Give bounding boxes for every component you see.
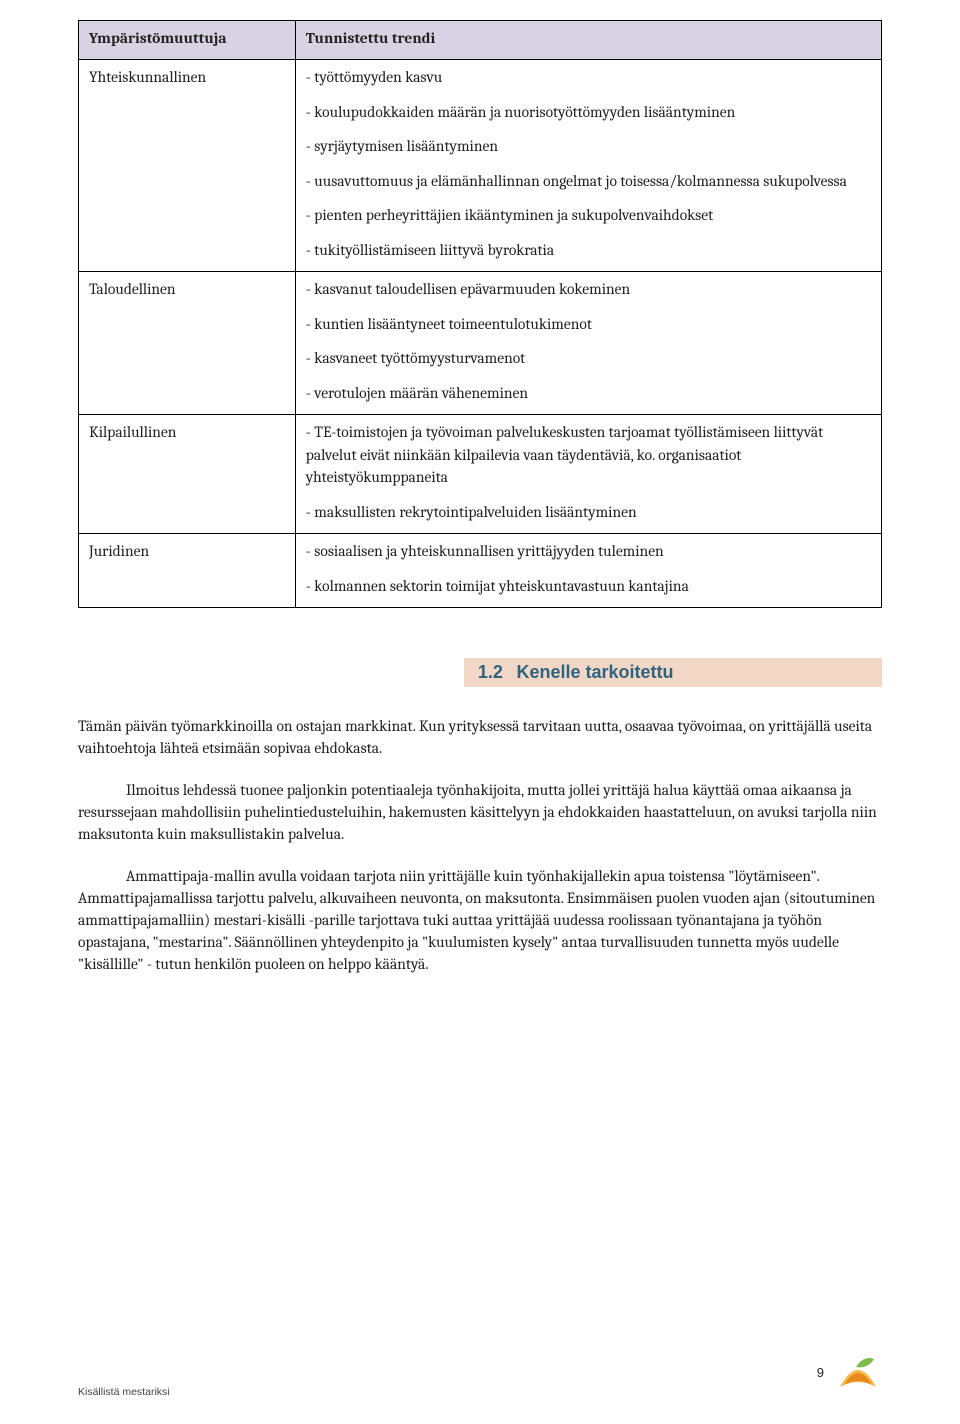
- table-row: Juridinen - sosiaalisen ja yhteiskunnall…: [79, 534, 882, 608]
- trend-item: - pienten perheyrittäjien ikääntyminen j…: [306, 204, 871, 226]
- col-header-2: Tunnistettu trendi: [295, 21, 881, 60]
- footer-left-text: Kisällistä mestariksi: [78, 1386, 170, 1398]
- section-heading-bar: 1.2 Kenelle tarkoitettu: [464, 658, 882, 687]
- trend-item: - kuntien lisääntyneet toimeentulotukime…: [306, 313, 871, 335]
- trend-item: - työttömyyden kasvu: [306, 66, 871, 88]
- body-text: Tämän päivän työmarkkinoilla on ostajan …: [78, 715, 882, 975]
- trend-item: - TE-toimistojen ja työvoiman palvelukes…: [306, 421, 871, 488]
- trend-item: - sosiaalisen ja yhteiskunnallisen yritt…: [306, 540, 871, 562]
- col-header-1: Ympäristömuuttuja: [79, 21, 296, 60]
- row-content: - sosiaalisen ja yhteiskunnallisen yritt…: [295, 534, 881, 608]
- section-title-text: Kenelle tarkoitettu: [517, 662, 674, 682]
- paragraph: Tämän päivän työmarkkinoilla on ostajan …: [78, 715, 882, 759]
- footer-right: 9: [817, 1347, 882, 1398]
- trend-item: - kolmannen sektorin toimijat yhteiskunt…: [306, 575, 871, 597]
- section-title: Kenelle tarkoitettu: [506, 662, 673, 682]
- paragraph: Ammattipaja-mallin avulla voidaan tarjot…: [78, 865, 882, 975]
- section-heading-wrap: 1.2 Kenelle tarkoitettu: [78, 658, 882, 687]
- page-container: Ympäristömuuttuja Tunnistettu trendi Yht…: [0, 0, 960, 1424]
- page-footer: Kisällistä mestariksi 9: [78, 1347, 882, 1398]
- row-content: - kasvanut taloudellisen epävarmuuden ko…: [295, 272, 881, 415]
- row-content: - TE-toimistojen ja työvoiman palvelukes…: [295, 415, 881, 534]
- section-heading-inner: 1.2 Kenelle tarkoitettu: [78, 658, 882, 687]
- trend-item: - maksullisten rekrytointipalveluiden li…: [306, 501, 871, 523]
- table-row: Yhteiskunnallinen - työttömyyden kasvu -…: [79, 60, 882, 272]
- table-row: Taloudellinen - kasvanut taloudellisen e…: [79, 272, 882, 415]
- page-number: 9: [817, 1365, 824, 1380]
- section-number: 1.2: [478, 662, 503, 682]
- row-label: Yhteiskunnallinen: [79, 60, 296, 272]
- table-body: Yhteiskunnallinen - työttömyyden kasvu -…: [79, 60, 882, 608]
- table-header-row: Ympäristömuuttuja Tunnistettu trendi: [79, 21, 882, 60]
- trend-item: - koulupudokkaiden määrän ja nuorisotyöt…: [306, 101, 871, 123]
- trend-table: Ympäristömuuttuja Tunnistettu trendi Yht…: [78, 20, 882, 608]
- trend-item: - syrjäytymisen lisääntyminen: [306, 135, 871, 157]
- footer-logo-icon: [834, 1347, 882, 1398]
- paragraph: Ilmoitus lehdessä tuonee paljonkin poten…: [78, 779, 882, 845]
- row-content: - työttömyyden kasvu - koulupudokkaiden …: [295, 60, 881, 272]
- row-label: Taloudellinen: [79, 272, 296, 415]
- table-row: Kilpailullinen - TE-toimistojen ja työvo…: [79, 415, 882, 534]
- row-label: Juridinen: [79, 534, 296, 608]
- trend-item: - kasvaneet työttömyysturvamenot: [306, 347, 871, 369]
- trend-item: - verotulojen määrän väheneminen: [306, 382, 871, 404]
- row-label: Kilpailullinen: [79, 415, 296, 534]
- trend-item: - tukityöllistämiseen liittyvä byrokrati…: [306, 239, 871, 261]
- trend-item: - uusavuttomuus ja elämänhallinnan ongel…: [306, 170, 871, 192]
- trend-item: - kasvanut taloudellisen epävarmuuden ko…: [306, 278, 871, 300]
